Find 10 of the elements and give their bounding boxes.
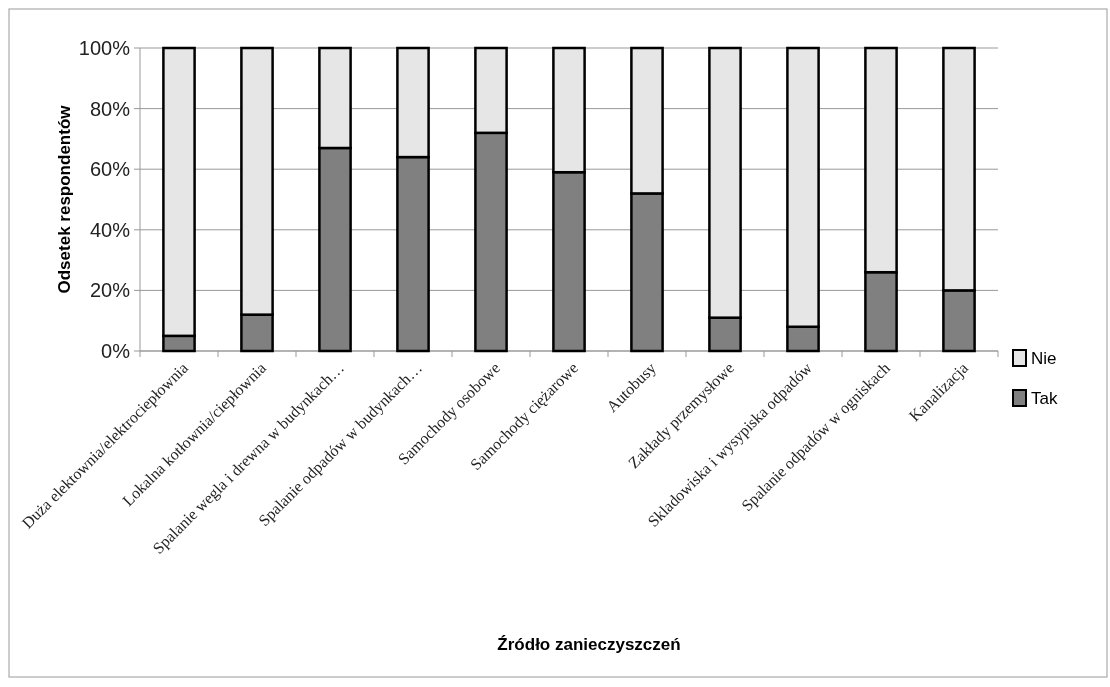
y-tick-label: 60%	[89, 158, 131, 181]
legend-label: Tak	[1031, 388, 1058, 408]
y-tick-label: 100%	[78, 37, 131, 59]
y-tick-label: 80%	[89, 97, 131, 120]
legend-label: Nie	[1031, 348, 1057, 368]
y-tick-label: 20%	[89, 279, 131, 302]
y-tick-label: 0%	[101, 340, 131, 362]
x-axis-title: Źródło zanieczyszczeń	[497, 635, 681, 654]
y-tick-label: 40%	[89, 218, 131, 241]
y-axis-title: Odsetek respondentów	[55, 104, 74, 294]
